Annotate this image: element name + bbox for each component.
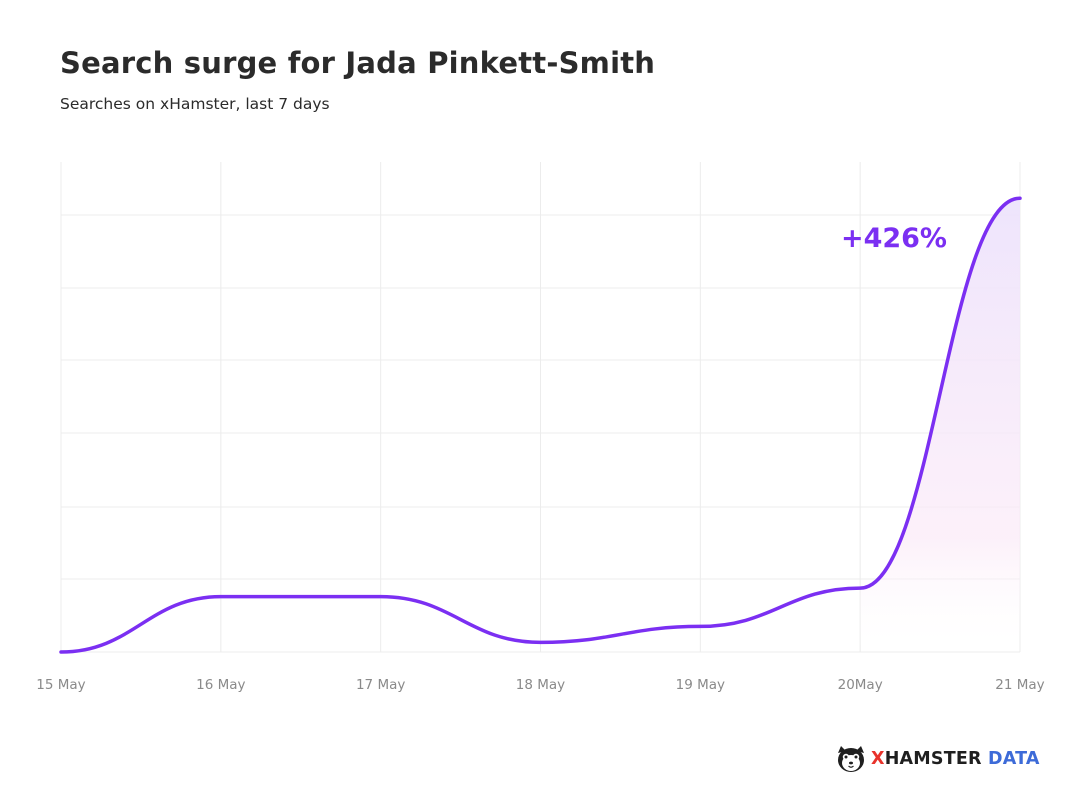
brand-wordmark: XHAMSTER DATA bbox=[871, 749, 1040, 769]
x-tick-label: 18 May bbox=[516, 677, 565, 693]
x-tick-label: 21 May bbox=[995, 677, 1044, 693]
brand-logo: XHAMSTER DATA bbox=[835, 742, 1040, 776]
growth-annotation: +426% bbox=[841, 223, 947, 254]
hamster-logo-icon bbox=[838, 746, 864, 772]
x-tick-label: 19 May bbox=[676, 677, 725, 693]
x-tick-label: 20May bbox=[838, 677, 883, 693]
series-line bbox=[59, 196, 1022, 654]
x-axis-labels: 15 May 16 May 17 May 18 May 19 May 20May 21 Ma… bbox=[36, 677, 1044, 693]
x-tick-label: 17 May bbox=[356, 677, 405, 693]
x-tick-label: 16 May bbox=[196, 677, 245, 693]
series-area bbox=[860, 198, 1020, 652]
x-tick-label: 15 May bbox=[36, 677, 85, 693]
chart-title: Search surge for Jada Pinkett-Smith bbox=[60, 46, 656, 80]
chart-subtitle: Searches on xHamster, last 7 days bbox=[60, 95, 330, 113]
